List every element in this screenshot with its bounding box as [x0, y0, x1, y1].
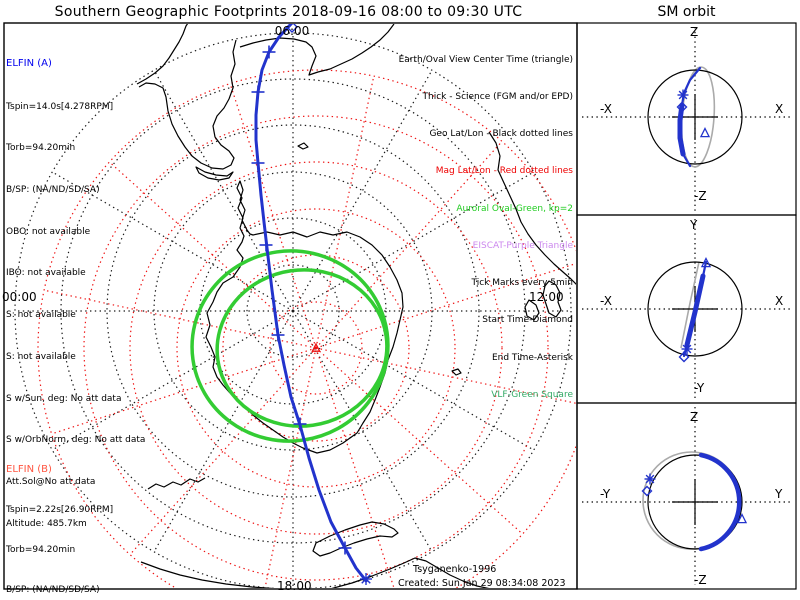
elfin-a-line: Torb=94.20min: [6, 143, 76, 154]
elfin-b-line: Torb=94.20min: [6, 545, 76, 556]
legend-item: Earth/Oval View Center Time (triangle): [398, 54, 573, 65]
mlt-label-1200: 12:00: [529, 290, 564, 304]
elfin-a-line: S w/Sun, deg: No att data: [6, 393, 122, 404]
map-layers: [14, 24, 576, 588]
coastline-small-island-b: [451, 368, 462, 376]
panel2-axis-left-label: -X: [600, 294, 612, 308]
elfin-a-line: Altitude: 485.7km: [6, 518, 87, 529]
coastline-nz-island-2: [524, 299, 540, 321]
legend-item: EISCAT-Purple Triangle: [472, 240, 573, 251]
triangle-marker: [311, 342, 321, 352]
orbit-gray: [680, 261, 700, 349]
footprint-trajectory: [254, 24, 369, 583]
elfin-b-line: B/SP: (NA/ND/SD/SA): [6, 585, 100, 596]
coastline-small-island-a: [297, 142, 309, 150]
panel1-axis-top-label: Z: [690, 25, 699, 39]
elfin-a-line: Tspin=14.0s[4.278RPM]: [6, 101, 114, 112]
panel3-axis-bottom-label: -Z: [694, 573, 707, 587]
elfin-a-line: S w/OrbNorm, deg: No att data: [6, 435, 146, 446]
panel2-axis-top-label: Y: [690, 218, 698, 232]
earth-circle: [647, 69, 743, 165]
elfin-a-line: B/SP: (NA/ND/SD/SA): [6, 184, 100, 195]
model-credit: Tsyganenko-1996: [413, 564, 497, 575]
mlt-label-0000: 00:00: [2, 290, 37, 304]
elfin-a-line: Att.Sol@No att data: [6, 477, 96, 487]
panel2-axis-bottom-label: -Y: [694, 381, 705, 395]
diamond-marker: [676, 101, 688, 113]
mlt-label-0600: 06:00: [274, 24, 310, 38]
orbit-blue-thick: [677, 102, 686, 157]
created-timestamp: Created: Sun Jan 29 08:34:08 2023: [398, 578, 566, 589]
elfin-a-info-block: ELFIN (A) Tspin=14.0s[4.278RPM] Torb=94.…: [6, 29, 145, 559]
mlt-label-1800: 18:00: [277, 579, 312, 593]
sm-orbit-panel-2: [576, 214, 797, 404]
coastline-long-island: [312, 521, 399, 557]
orbit-blue-thick: [698, 452, 742, 552]
coastline-south-america-east: [138, 39, 237, 170]
coastline-bottom-arc-left: [140, 561, 275, 588]
orbit-blue-thick: [684, 273, 706, 348]
triangle-marker: [699, 127, 711, 138]
panel-frame: [576, 402, 797, 590]
sm-orbit-panel-3: [576, 402, 797, 590]
panel3-axis-left-label: -Y: [600, 487, 611, 501]
sm-orbit-panel-1: [576, 22, 797, 216]
panel1-axis-right-label: X: [775, 102, 784, 116]
legend-item: Thick - Science (FGM and/or EPD): [422, 92, 573, 103]
page-title: Southern Geographic Footprints 2018-09-1…: [54, 4, 523, 20]
asterisk-marker: [678, 90, 688, 100]
legend-item: VLF-Green Square: [491, 389, 573, 400]
diamond-marker: [641, 485, 653, 497]
mag-grid: [37, 69, 576, 588]
elfin-b-title: ELFIN (B): [6, 463, 52, 475]
elfin-a-line: OBO: not available: [6, 226, 91, 237]
geo-grid: [14, 32, 572, 588]
earth-circle: [647, 454, 743, 550]
elfin-a-title: ELFIN (A): [6, 57, 52, 69]
triangle-marker: [736, 513, 748, 524]
coastline-tierra-del-fuego: [195, 166, 234, 181]
asterisk-marker: [645, 474, 655, 484]
elfin-a-line: S: not available: [6, 310, 76, 321]
panel3-axis-right-label: Y: [775, 487, 783, 501]
coastline-australia-coast: [488, 131, 576, 285]
asterisk-marker: [361, 574, 371, 584]
legend-item: Start Time-Diamond: [482, 315, 573, 326]
panel-frame: [576, 22, 797, 216]
coastline-antarctica: [205, 180, 404, 454]
asterisk-marker: [682, 344, 692, 354]
diamond-marker: [678, 351, 690, 363]
panel1-axis-left-label: -X: [600, 102, 612, 116]
coastline-bottom-left-islands: [147, 477, 206, 490]
legend-item: Mag Lat/Lon - Red dotted lines: [435, 166, 573, 177]
sm-orbit-title: SM orbit: [657, 4, 716, 20]
legend-item: Geo Lat/Lon - Black dotted lines: [429, 129, 573, 140]
elfin-a-line: S: not available: [6, 351, 76, 362]
legend-item: Tick Marks every 5min: [471, 278, 573, 289]
legend-item: Auroral Oval-Green, kp=2: [456, 203, 573, 214]
trajectory-ticks: [251, 45, 352, 555]
auroral-oval-inner: [215, 268, 389, 428]
elfin-b-line: Tspin=2.22s[26.90RPM]: [6, 505, 114, 516]
triangle-marker: [700, 257, 712, 268]
elfin-b-info-block: ELFIN (B) Tspin=2.22s[26.90RPM] Torb=94.…: [6, 436, 145, 600]
earth-circle: [647, 261, 743, 357]
legend-item: End Time-Asterisk: [491, 352, 573, 363]
panel3-axis-top-label: Z: [690, 410, 699, 424]
panel2-axis-right-label: X: [775, 294, 784, 308]
legend: Earth/Oval View Center Time (triangle) T…: [303, 29, 573, 426]
panel1-axis-bottom-label: -Z: [694, 189, 707, 203]
coastlines: [136, 24, 576, 588]
coastline-nz-island-1: [542, 280, 562, 318]
diamond-marker: [286, 24, 298, 33]
elfin-a-line: IBO: not available: [6, 268, 86, 279]
coastline-south-america-west: [136, 24, 189, 85]
